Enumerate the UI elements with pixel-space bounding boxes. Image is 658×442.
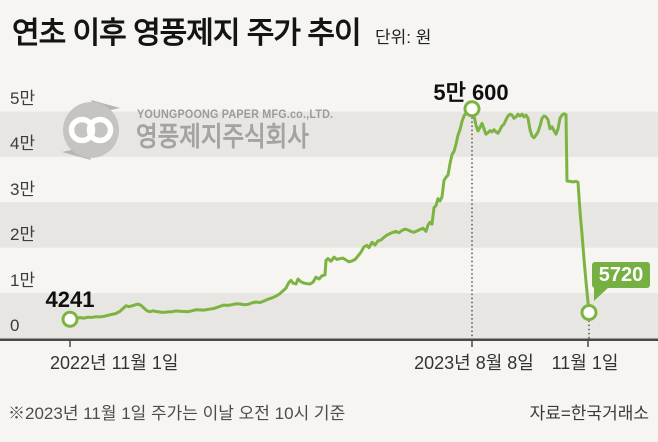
footnote: ※2023년 11월 1일 주가는 이날 오전 10시 기준 — [8, 404, 346, 423]
ytick-5man: 5만 — [10, 89, 36, 108]
start-value-label: 4241 — [45, 287, 95, 312]
peak-value-label: 5만 600 — [433, 80, 509, 105]
peak-point-marker — [463, 100, 481, 118]
price-line — [68, 107, 591, 321]
source-credit: 자료=한국거래소 — [529, 404, 649, 423]
x-axis-line — [0, 338, 658, 341]
axis-tick-start — [69, 341, 71, 347]
youngpoong-logo-icon — [62, 100, 120, 160]
axis-tick-peak — [471, 341, 473, 347]
band-3man-2man — [0, 202, 658, 248]
xtick-2023-08-08: 2023년 8월 8일 — [414, 353, 534, 373]
xtick-2022-11-01: 2022년 11월 1일 — [50, 353, 179, 373]
chart-header: 연초 이후 영풍제지 주가 추이 단위: 원 — [12, 8, 431, 52]
watermark-korean: 영풍제지주식회사 — [136, 122, 309, 152]
end-point-marker — [580, 304, 598, 322]
watermark-english: YOUNGPOONG PAPER MFG.co.,LTD. — [137, 107, 334, 121]
xtick-2023-11-01: 11월 1일 — [551, 353, 619, 373]
axis-tick-end — [587, 341, 589, 347]
ytick-2man: 2만 — [10, 225, 36, 244]
end-value-badge: 5720 — [592, 262, 650, 288]
ytick-3man: 3만 — [10, 180, 36, 199]
start-point-marker — [61, 310, 79, 328]
ytick-0: 0 — [10, 316, 20, 335]
unit-label: 단위: 원 — [375, 28, 432, 47]
page-title: 연초 이후 영풍제지 주가 추이 — [12, 17, 362, 50]
ytick-1man: 1만 — [10, 271, 36, 290]
end-value-badge-tail — [594, 287, 609, 301]
ytick-4man: 4만 — [10, 134, 36, 153]
